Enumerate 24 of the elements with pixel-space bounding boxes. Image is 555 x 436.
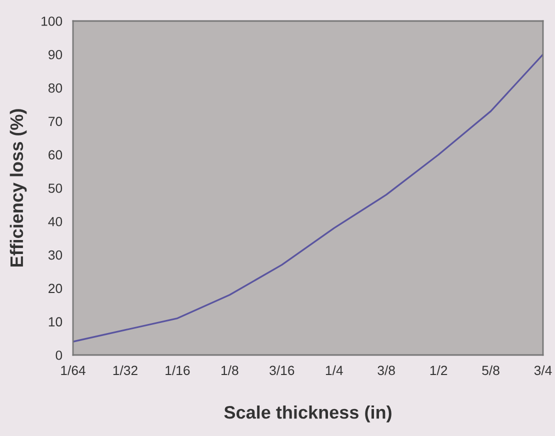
- x-tick-label: 3/16: [270, 365, 294, 376]
- y-axis-title: Efficiency loss (%): [10, 109, 27, 267]
- x-axis-title: Scale thickness (in): [224, 405, 392, 422]
- x-tick-label: 1/32: [113, 365, 138, 376]
- y-tick-label: 60: [48, 150, 62, 160]
- y-tick-label: 100: [42, 16, 62, 26]
- y-tick-label: 70: [48, 116, 62, 126]
- x-tick-label: 1/4: [326, 365, 343, 376]
- x-tick-label: 1/2: [430, 365, 448, 376]
- line-series: [73, 54, 543, 342]
- x-tick-label: 3/8: [378, 365, 395, 376]
- y-tick-label: 10: [48, 317, 62, 327]
- x-tick-label: 1/16: [166, 365, 190, 376]
- x-tick-label: 3/4: [534, 365, 552, 376]
- y-tick-label: 90: [48, 50, 62, 60]
- y-tick-label: 20: [48, 284, 62, 294]
- y-tick-label: 80: [48, 83, 62, 93]
- y-tick-label: 50: [48, 184, 62, 193]
- y-tick-label: 0: [56, 350, 62, 360]
- x-tick-label: 5/8: [482, 365, 500, 376]
- y-tick-label: 30: [48, 250, 62, 260]
- x-tick-label: 1/8: [222, 365, 238, 376]
- y-tick-label: 40: [48, 216, 62, 226]
- x-tick-label: 1/64: [61, 365, 86, 376]
